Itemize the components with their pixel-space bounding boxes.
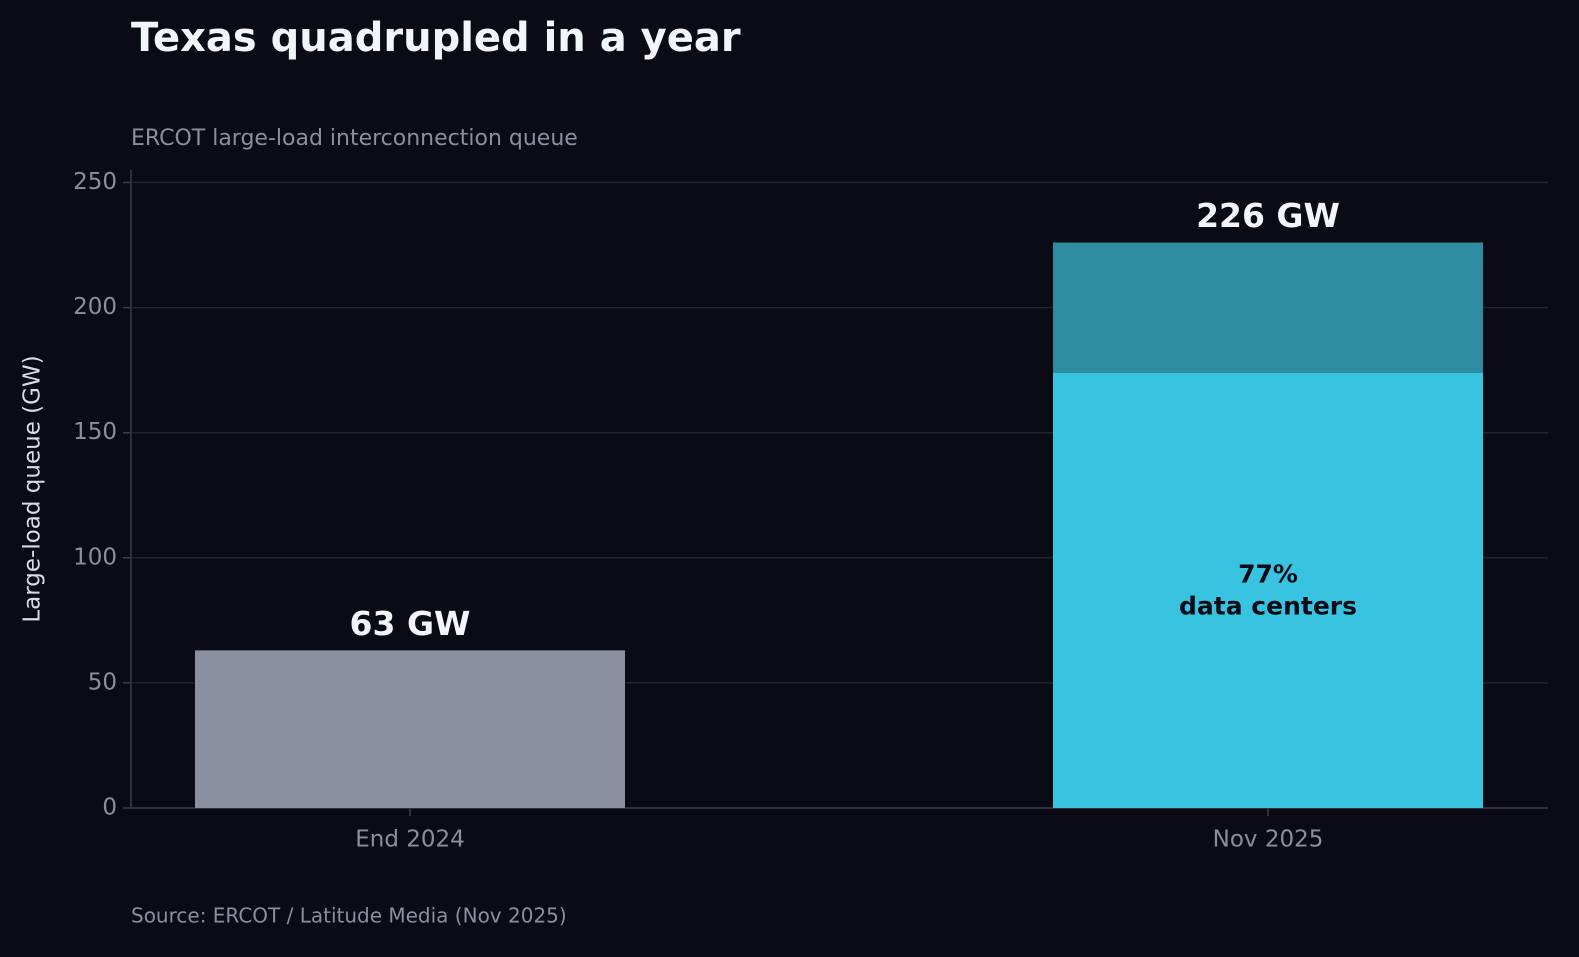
total-label: 63 GW bbox=[350, 604, 471, 643]
source-note: Source: ERCOT / Latitude Media (Nov 2025… bbox=[131, 904, 567, 928]
bar-segment bbox=[1053, 372, 1483, 808]
chart-title: Texas quadrupled in a year bbox=[131, 15, 741, 61]
bar-segment bbox=[195, 650, 625, 808]
total-label: 226 GW bbox=[1196, 196, 1340, 235]
y-tick-label: 50 bbox=[88, 669, 117, 695]
y-axis-label: Large-load queue (GW) bbox=[20, 355, 46, 622]
y-tick-label: 100 bbox=[73, 544, 117, 570]
y-tick-label: 250 bbox=[73, 169, 117, 195]
y-tick-label: 150 bbox=[73, 419, 117, 445]
y-tick-label: 200 bbox=[73, 294, 117, 320]
y-tick-label: 0 bbox=[102, 795, 117, 821]
annotation: data centers bbox=[1179, 591, 1357, 620]
annotation: 77% bbox=[1238, 559, 1298, 588]
chart-subtitle: ERCOT large-load interconnection queue bbox=[131, 126, 578, 151]
bar-segment bbox=[1053, 242, 1483, 373]
x-tick-label: End 2024 bbox=[355, 827, 465, 853]
x-tick-label: Nov 2025 bbox=[1213, 827, 1324, 853]
